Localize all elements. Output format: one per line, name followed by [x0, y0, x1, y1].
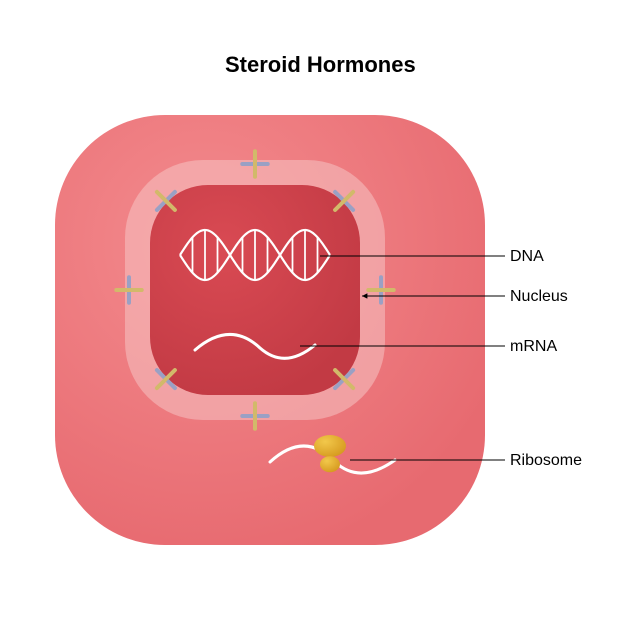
- diagram-canvas: [0, 0, 626, 626]
- label-dna: DNA: [510, 248, 544, 266]
- diagram-title: Steroid Hormones: [225, 52, 416, 78]
- nucleus-body: [150, 185, 360, 395]
- label-ribosome: Ribosome: [510, 452, 582, 470]
- label-mrna: mRNA: [510, 338, 557, 356]
- label-nucleus: Nucleus: [510, 288, 568, 306]
